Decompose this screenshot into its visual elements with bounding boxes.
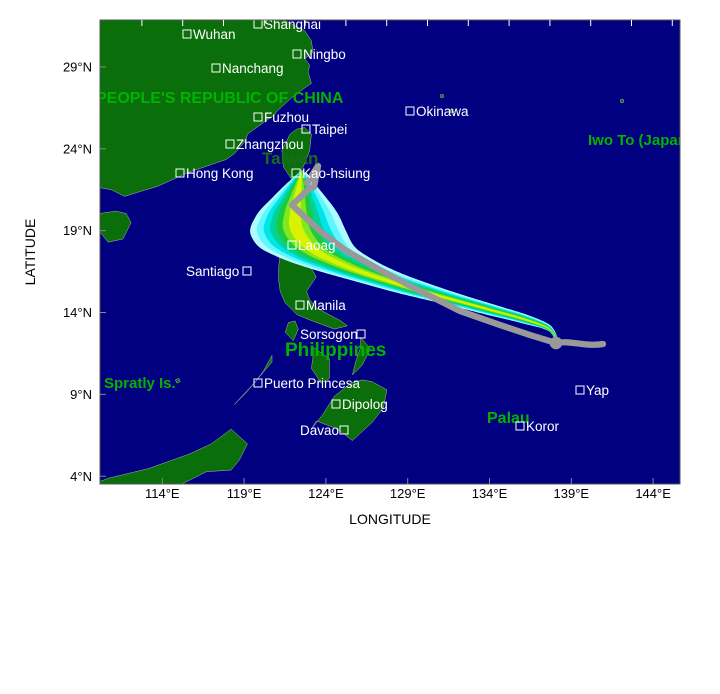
svg-text:9°N: 9°N	[70, 387, 92, 402]
svg-text:119°E: 119°E	[227, 486, 262, 501]
svg-text:Okinawa: Okinawa	[416, 104, 469, 119]
svg-text:PEOPLE'S REPUBLIC OF CHINA: PEOPLE'S REPUBLIC OF CHINA	[96, 90, 344, 107]
svg-text:Iwo To (Japan): Iwo To (Japan)	[588, 132, 692, 149]
svg-text:144°E: 144°E	[635, 486, 671, 501]
svg-text:Fuzhou: Fuzhou	[264, 110, 309, 125]
svg-text:Dipolog: Dipolog	[342, 397, 388, 412]
svg-text:14°N: 14°N	[63, 305, 92, 320]
svg-text:Taipei: Taipei	[312, 122, 347, 137]
svg-text:Laoag: Laoag	[298, 238, 336, 253]
svg-text:4°N: 4°N	[70, 469, 92, 484]
svg-text:24°N: 24°N	[63, 141, 92, 156]
svg-text:Koror: Koror	[526, 419, 560, 434]
svg-text:Manila: Manila	[306, 298, 346, 313]
svg-text:LATITUDE: LATITUDE	[22, 219, 38, 286]
svg-text:19°N: 19°N	[63, 223, 92, 238]
svg-text:134°E: 134°E	[472, 486, 508, 501]
svg-text:Sorsogon: Sorsogon	[300, 327, 358, 342]
svg-text:139°E: 139°E	[554, 486, 590, 501]
svg-text:Davao: Davao	[300, 423, 339, 438]
svg-text:Spratly Is.: Spratly Is.	[104, 375, 176, 392]
svg-text:Santiago: Santiago	[186, 264, 239, 279]
svg-text:129°E: 129°E	[390, 486, 426, 501]
svg-text:Philippines: Philippines	[285, 340, 386, 361]
svg-text:29°N: 29°N	[63, 60, 92, 75]
svg-text:124°E: 124°E	[308, 486, 344, 501]
svg-text:Palau: Palau	[487, 410, 530, 427]
svg-text:Shanghai: Shanghai	[264, 17, 321, 32]
svg-text:LONGITUDE: LONGITUDE	[349, 511, 431, 527]
svg-text:Ningbo: Ningbo	[303, 47, 346, 62]
svg-text:Yap: Yap	[586, 383, 609, 398]
svg-text:Wuhan: Wuhan	[193, 27, 236, 42]
svg-text:Hong Kong: Hong Kong	[186, 166, 254, 181]
svg-text:Nanchang: Nanchang	[222, 61, 284, 76]
svg-text:Kao-hsiung: Kao-hsiung	[302, 166, 370, 181]
svg-text:Zhangzhou: Zhangzhou	[236, 137, 304, 152]
svg-text:114°E: 114°E	[145, 486, 180, 501]
svg-text:Puerto Princesa: Puerto Princesa	[264, 376, 361, 391]
